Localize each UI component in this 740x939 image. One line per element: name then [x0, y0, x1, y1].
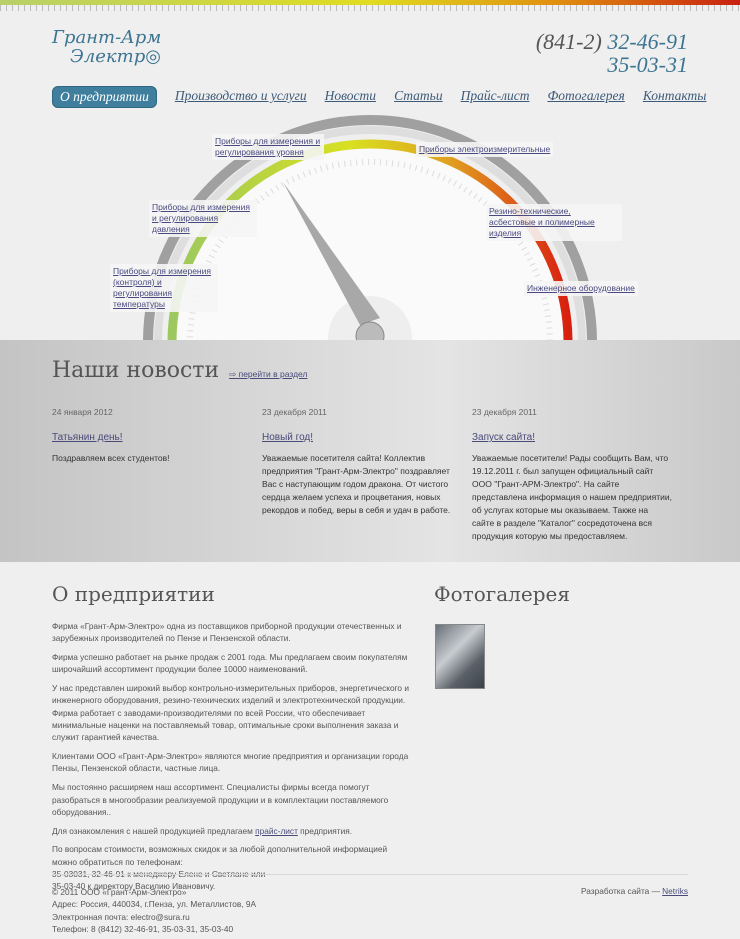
about-text: Фирма «Грант-Арм-Электро» одна из постав…	[52, 620, 412, 899]
news-date: 24 января 2012	[52, 407, 113, 417]
news-section: Наши новости ⇨ перейти в раздел 24 январ…	[0, 340, 740, 562]
main-nav: О предприятии Производство и услуги Ново…	[52, 86, 724, 108]
news-date: 23 декабря 2011	[472, 407, 537, 417]
logo-line1: Грант-Арм	[52, 27, 162, 48]
about-p5: Мы постоянно расширяем наш ассортимент. …	[52, 782, 389, 817]
gauge-inner-ring	[154, 126, 586, 340]
gauge-outer-ring	[143, 115, 597, 340]
footer-developer: Разработка сайта — Netriks	[581, 886, 688, 896]
gauge-link-temperature[interactable]: Приборы для измерения (контроля) и регул…	[110, 264, 218, 312]
nav-news[interactable]: Новости	[324, 88, 377, 103]
about-p7c: 35-03-40 к директору Василию Ивановичу.	[52, 881, 216, 892]
gauge-needle	[283, 182, 380, 325]
news-text: Уважаемые посетители! Рады сообщить Вам,…	[472, 453, 672, 541]
footer-phone: Телефон: 8 (8412) 32-46-91, 35-03-31, 35…	[52, 923, 234, 934]
about-p3: У нас представлен широкий выбор контроль…	[52, 683, 409, 743]
gauge-link-electro[interactable]: Приборы электроизмерительные	[416, 142, 554, 157]
footer-divider	[52, 874, 688, 875]
about-p6-pre: Для ознакомления с нашей продукцией пред…	[52, 825, 256, 836]
news-item: 23 декабря 2011 Запуск сайта! Уважаемые …	[472, 406, 672, 543]
gauge-color-scale	[167, 139, 573, 340]
nav-pricelist[interactable]: Прайс-лист	[460, 88, 530, 103]
news-item: 24 января 2012 Татьянин день! Поздравляе…	[52, 406, 252, 465]
developer-label: Разработка сайта —	[581, 886, 663, 896]
phone-2: 35-03-31	[607, 52, 688, 77]
footer-info: © 2011 ООО «Грант-Арм-Электро» Адрес: Ро…	[52, 886, 256, 935]
nav-gallery[interactable]: Фотогалерея	[547, 88, 625, 103]
nav-contacts[interactable]: Контакты	[642, 88, 707, 103]
top-ruler	[0, 5, 740, 11]
phone-code: (841-2)	[535, 29, 602, 54]
logo-line2: Электр	[70, 46, 146, 67]
about-p6: Для ознакомления с нашей продукцией пред…	[52, 825, 412, 837]
phone-block: (841-2) 32-46-91 35-03-31	[536, 30, 688, 76]
gauge-link-pressure[interactable]: Приборы для измерения и регулирования да…	[149, 200, 257, 237]
logo[interactable]: Грант-Арм Электр◎	[52, 28, 161, 66]
news-title-link[interactable]: Запуск сайта!	[472, 432, 536, 443]
gauge-link-level[interactable]: Приборы для измерения и регулирования ур…	[212, 134, 324, 160]
about-p7a: По вопросам стоимости, возможных скидок …	[52, 844, 388, 867]
news-item: 23 декабря 2011 Новый год! Уважаемые пос…	[262, 406, 462, 517]
footer-address: Адрес: Россия, 440034, г.Пенза, ул. Мета…	[52, 899, 257, 910]
about-p4: Клиентами ООО «Грант-Арм-Электро» являют…	[52, 751, 409, 774]
gauge-logo-icon: ◎	[145, 46, 161, 67]
about-p2: Фирма успешно работает на рынке продаж с…	[52, 652, 408, 675]
news-goto-label: перейти в раздел	[238, 369, 308, 379]
top-color-bar	[0, 0, 740, 5]
news-text: Уважаемые посетителя сайта! Коллектив пр…	[262, 453, 451, 515]
arrow-icon: ⇨	[229, 369, 239, 379]
news-goto-link[interactable]: ⇨ перейти в раздел	[229, 369, 307, 380]
news-text: Поздравляем всех студентов!	[52, 453, 170, 463]
about-p1: Фирма «Грант-Арм-Электро» одна из постав…	[52, 621, 402, 644]
news-header: Наши новости ⇨ перейти в раздел	[52, 358, 307, 383]
news-date: 23 декабря 2011	[262, 407, 327, 417]
news-title-link[interactable]: Новый год!	[262, 432, 314, 443]
footer-email: Электронная почта: electro@sura.ru	[52, 911, 190, 922]
nav-articles[interactable]: Статьи	[394, 88, 443, 103]
gauge-graphic	[143, 115, 597, 340]
news-title-link[interactable]: Татьянин день!	[52, 432, 123, 443]
nav-production[interactable]: Производство и услуги	[174, 88, 307, 103]
nav-about[interactable]: О предприятии	[52, 86, 157, 108]
gauge-hub	[355, 321, 385, 340]
about-title: О предприятии	[52, 582, 215, 606]
footer-copyright: © 2011 ООО «Грант-Арм-Электро»	[52, 887, 187, 897]
about-p6-post: предприятия.	[297, 825, 353, 836]
gallery-photo-thumbnail[interactable]	[435, 624, 485, 689]
gauge-link-rubber[interactable]: Резино-технические, асбестовые и полимер…	[486, 204, 622, 241]
gallery-title: Фотогалерея	[434, 582, 570, 606]
pricelist-link[interactable]: прайс-лист	[255, 825, 298, 836]
phone-1: 32-46-91	[607, 29, 688, 54]
gauge-link-engineering[interactable]: Инженерное оборудование	[524, 281, 638, 296]
news-title: Наши новости	[52, 358, 220, 383]
developer-link[interactable]: Netriks	[662, 886, 688, 896]
